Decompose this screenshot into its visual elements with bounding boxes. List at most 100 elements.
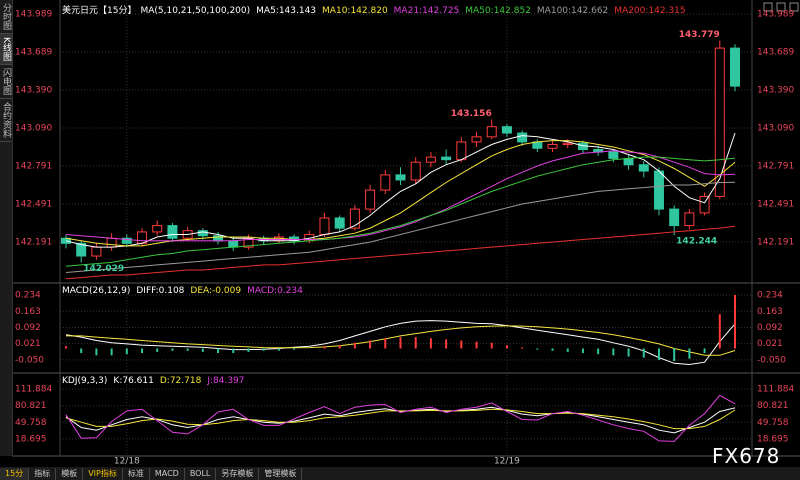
y-tick-label: 143.390: [15, 85, 52, 95]
candle-body: [608, 151, 619, 159]
y-tick-label: 142.791: [757, 161, 794, 171]
y-tick-label: 143.989: [757, 10, 794, 20]
legend-entry: MA10:142.820: [322, 6, 388, 16]
candle-body: [349, 208, 360, 229]
y-tick-label: 142.191: [757, 237, 794, 247]
series-line: [65, 394, 736, 442]
y-tick-label: 0.234: [757, 291, 783, 301]
bottom-tab[interactable]: 模板: [56, 467, 84, 480]
candle-body: [106, 237, 117, 248]
y-tick-label: 143.689: [15, 48, 52, 58]
candle-body: [456, 141, 467, 161]
bottom-tab[interactable]: 管理模板: [259, 467, 303, 480]
window-button[interactable]: [776, 2, 786, 12]
price-annotation: 143.156: [451, 109, 492, 119]
y-tick-label: 142.491: [15, 199, 52, 209]
candle-body: [380, 174, 391, 191]
legend-entry: MA200:142.315: [614, 6, 685, 16]
candle-body: [91, 246, 102, 257]
bottom-tab[interactable]: 指标: [29, 467, 57, 480]
panel-title: 美元日元【15分】: [62, 4, 136, 16]
bottom-toolbar: 15分 指标 模板 VIP指标 标准 MACD BOLL 另存模板 管理模板: [0, 467, 800, 480]
series-line: [65, 156, 736, 267]
chart: 12/18 12/19 143.989 143.989 143.689 143.689 14…: [12, 0, 800, 467]
y-tick-label: 0.021: [757, 339, 783, 349]
side-tab[interactable]: 分时图: [0, 0, 12, 34]
y-tick-label: 0.163: [15, 307, 41, 317]
y-tick-label: 0.021: [15, 339, 41, 349]
y-tick-label: 143.090: [757, 123, 794, 133]
candle-body: [653, 170, 664, 210]
y-tick-label: 111.884: [757, 385, 794, 395]
window-button[interactable]: [763, 2, 773, 12]
y-tick-label: 0.163: [757, 307, 783, 317]
legend-entry: DEA:-0.009: [190, 286, 241, 296]
legend-entry: D:72.718: [160, 376, 202, 386]
y-tick-label: -0.050: [15, 355, 44, 365]
legend-entry: MACD:0.234: [247, 286, 303, 296]
indicator-name: MA(5,10,21,50,100,200): [140, 6, 250, 16]
series-line: [65, 406, 736, 434]
bottom-tab[interactable]: 标准: [123, 467, 150, 480]
candle-body: [699, 195, 710, 214]
candle-body: [365, 189, 376, 210]
candle-body: [197, 230, 208, 237]
candle-body: [517, 132, 528, 143]
bottom-tab[interactable]: BOLL: [185, 467, 217, 480]
legend-entry: MA100:142.662: [537, 6, 608, 16]
legend-entry: K:76.611: [113, 376, 153, 386]
series-line: [65, 150, 736, 242]
legend-entry: MA21:142.725: [394, 6, 460, 16]
candle-body: [441, 156, 452, 161]
bottom-tab[interactable]: MACD: [150, 467, 185, 480]
panel-legend: KDJ(9,3,3) K:76.611 D:72.718 J:84.397: [62, 376, 245, 386]
bottom-tab[interactable]: VIP指标: [83, 467, 123, 480]
y-tick-label: 18.695: [757, 434, 789, 444]
candle-body: [501, 126, 512, 134]
candle-body: [167, 225, 178, 239]
candle-body: [152, 225, 163, 233]
y-tick-label: 142.791: [15, 161, 52, 171]
candle-body: [410, 161, 421, 181]
series-line: [66, 325, 736, 356]
x-tick-label: 12/19: [494, 457, 520, 467]
series-line: [65, 181, 736, 273]
legend-entry: MA5:143.143: [256, 6, 316, 16]
series-line: [65, 132, 736, 248]
candle-body: [319, 217, 330, 235]
side-tab[interactable]: 闪电图: [0, 65, 12, 99]
candle-body: [714, 47, 725, 197]
y-tick-label: 143.989: [15, 10, 52, 20]
bottom-tab[interactable]: 15分: [0, 467, 30, 480]
candle-body: [562, 142, 573, 145]
candle-body: [334, 217, 345, 229]
candle-body: [228, 240, 239, 248]
y-tick-label: 0.092: [15, 323, 41, 333]
panel-title: KDJ(9,3,3): [62, 376, 107, 386]
panel-title: MACD(26,12,9): [62, 286, 130, 296]
candle-body: [486, 126, 497, 138]
y-tick-label: 18.695: [15, 434, 47, 444]
legend-entry: DIFF:0.108: [136, 286, 184, 296]
legend-entry: MA50:142.852: [465, 6, 531, 16]
y-tick-label: 143.390: [757, 85, 794, 95]
side-tabs: 分时图 K线图 闪电图 合约资料: [0, 0, 13, 456]
series-line: [65, 320, 736, 366]
candle-body: [395, 174, 406, 181]
side-tab[interactable]: K线图: [0, 34, 12, 65]
y-tick-label: 111.884: [15, 385, 52, 395]
candle-body: [669, 208, 680, 227]
y-tick-label: 80.821: [757, 401, 789, 411]
candle-body: [121, 237, 132, 244]
candle-body: [471, 136, 482, 143]
watermark: FX678: [712, 444, 781, 468]
candle-body: [730, 47, 740, 87]
candle-body: [213, 235, 224, 242]
candle-body: [425, 156, 436, 163]
panel-legend: 美元日元【15分】 MA(5,10,21,50,100,200) MA5:143.1…: [62, 4, 686, 16]
side-tab[interactable]: 合约资料: [0, 99, 12, 142]
bottom-tab[interactable]: 另存模板: [216, 467, 260, 480]
window-button[interactable]: [789, 2, 799, 12]
y-tick-label: 0.234: [15, 291, 41, 301]
